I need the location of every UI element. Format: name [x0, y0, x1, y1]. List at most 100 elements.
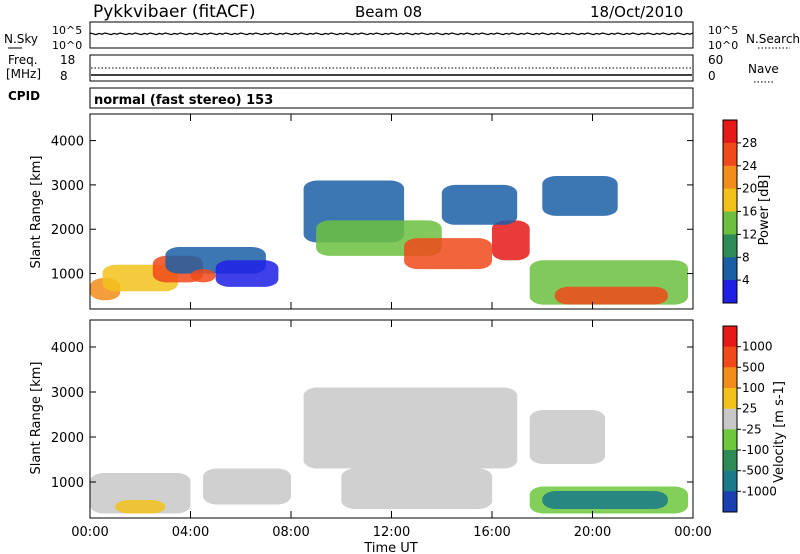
noise-panel: N.Sky 10^5 10^0 N.Search 10^5 10^0: [4, 21, 800, 52]
power-panel: 1000 2000 3000 4000 Slant Range [km] 4 8 12 16…: [29, 113, 772, 310]
y-tick-label: 3000: [51, 386, 84, 401]
colorbar-tick-label: 8: [742, 250, 750, 264]
cpid-panel-frame: [89, 87, 694, 109]
y-tick-label: 4000: [51, 135, 84, 150]
freq-tick-top: 18: [60, 53, 75, 67]
freq-label-1: Freq.: [8, 53, 38, 67]
colorbar-tick-label: 28: [742, 136, 757, 150]
velocity-y-axis: 1000 2000 3000 4000: [51, 341, 693, 491]
colorbar-tick-label: 100: [742, 381, 765, 395]
nsky-tick-top: 10^5: [52, 24, 82, 37]
noise-panel-frame: [89, 21, 694, 49]
data-region-3: [303, 387, 518, 469]
plot-title: Pykkvibaer (fitACF): [93, 2, 255, 22]
colorbar-segment: [723, 346, 737, 368]
colorbar-segment: [723, 388, 737, 410]
colorbar-segment: [723, 120, 737, 144]
x-tick-label: 00:00: [674, 525, 711, 540]
freq-tick-bottom: 8: [60, 69, 68, 83]
colorbar-segment: [723, 326, 737, 348]
colorbar-tick-label: -1000: [742, 484, 777, 498]
power-y-axis: 1000 2000 3000 4000: [51, 135, 693, 283]
colorbar-tick-label: 16: [742, 205, 757, 219]
colorbar-tick-label: -100: [742, 443, 769, 457]
x-tick-label: 16:00: [473, 525, 510, 540]
colorbar-tick-label: 25: [742, 402, 757, 416]
colorbar-segment: [723, 429, 737, 451]
nsky-tick-bottom: 10^0: [52, 39, 82, 52]
x-axis-label: Time UT: [363, 541, 417, 554]
data-region-7: [529, 410, 606, 464]
colorbar-segment: [723, 280, 737, 304]
colorbar-segment: [723, 211, 737, 235]
cpid-label: CPID: [8, 89, 40, 103]
velocity-ylabel: Slant Range [km]: [29, 362, 44, 475]
cpid-text: normal (fast stereo) 153: [94, 93, 273, 108]
data-region-4: [190, 269, 216, 283]
data-region-10: [441, 184, 518, 225]
nsearch-tick-top: 10^5: [708, 24, 738, 37]
velocity-panel: 1000 2000 3000 4000 Slant Range [km] 1000 50…: [29, 319, 787, 519]
power-ylabel: Slant Range [km]: [29, 156, 44, 269]
x-tick-label: 12:00: [373, 525, 410, 540]
data-region-4: [341, 468, 493, 509]
data-region-0: [90, 473, 191, 514]
velocity-heatmap: [90, 387, 688, 514]
data-region-9: [492, 220, 530, 261]
y-tick-label: 2000: [51, 223, 84, 238]
colorbar-frame: [722, 325, 738, 513]
data-region-13: [542, 176, 618, 216]
colorbar-segment: [723, 367, 737, 389]
y-tick-label: 1000: [51, 476, 84, 491]
time-x-axis: 00:00 04:00 08:00 12:00 16:00 20:00 00:00: [71, 114, 712, 540]
nave-tick-top: 60: [708, 53, 723, 67]
y-tick-label: 4000: [51, 341, 84, 356]
power-colorbar-label: Power [dB]: [757, 175, 772, 246]
nsearch-label: N.Search: [746, 32, 800, 46]
x-tick-label: 08:00: [272, 525, 309, 540]
colorbar-segment: [723, 188, 737, 212]
nave-tick-bottom: 0: [708, 69, 716, 83]
nsearch-tick-bottom: 10^0: [708, 39, 738, 52]
data-region-1: [115, 500, 166, 514]
data-region-12: [554, 286, 668, 305]
y-tick-label: 3000: [51, 179, 84, 194]
x-tick-label: 00:00: [71, 525, 108, 540]
colorbar-segment: [723, 165, 737, 190]
colorbar-segment: [723, 257, 737, 281]
date-label: 18/Oct/2010: [590, 3, 683, 21]
colorbar-segment: [723, 234, 737, 258]
freq-panel: Freq. [MHz] 18 8 Nave 60 0 CPID normal (…: [6, 53, 779, 109]
velocity-colorbar-label: Velocity [m s-1]: [772, 381, 787, 483]
velocity-colorbar: 1000 500 100 25 -25 -100 -500 -1000: [722, 325, 777, 513]
colorbar-tick-label: -500: [742, 464, 769, 478]
data-region-5: [215, 260, 279, 287]
x-tick-label: 04:00: [172, 525, 209, 540]
power-colorbar: 4 8 12 16 20 24 28: [722, 119, 757, 304]
freq-panel-frame: [89, 54, 694, 82]
colorbar-segment: [723, 450, 737, 472]
colorbar-tick-label: 24: [742, 159, 757, 173]
colorbar-tick-label: 1000: [742, 340, 773, 354]
freq-label-2: [MHz]: [6, 67, 41, 81]
data-region-8: [404, 238, 492, 270]
colorbar-tick-label: 20: [742, 182, 757, 196]
colorbar-tick-label: 4: [742, 273, 750, 287]
colorbar-tick-label: 500: [742, 360, 765, 374]
beam-label: Beam 08: [355, 3, 422, 21]
y-tick-label: 1000: [51, 268, 84, 283]
colorbar-tick-label: -25: [742, 422, 762, 436]
data-region-2: [203, 468, 291, 505]
x-tick-label: 20:00: [574, 525, 611, 540]
nsky-label: N.Sky: [4, 32, 38, 46]
noise-sky-trace: [89, 32, 694, 36]
data-region-6: [542, 491, 668, 509]
nave-label: Nave: [748, 62, 779, 76]
colorbar-segment: [723, 470, 737, 492]
colorbar-segment: [723, 408, 737, 430]
y-tick-label: 2000: [51, 431, 84, 446]
power-heatmap: [90, 176, 688, 305]
colorbar-segment: [723, 491, 737, 513]
colorbar-segment: [723, 142, 737, 167]
